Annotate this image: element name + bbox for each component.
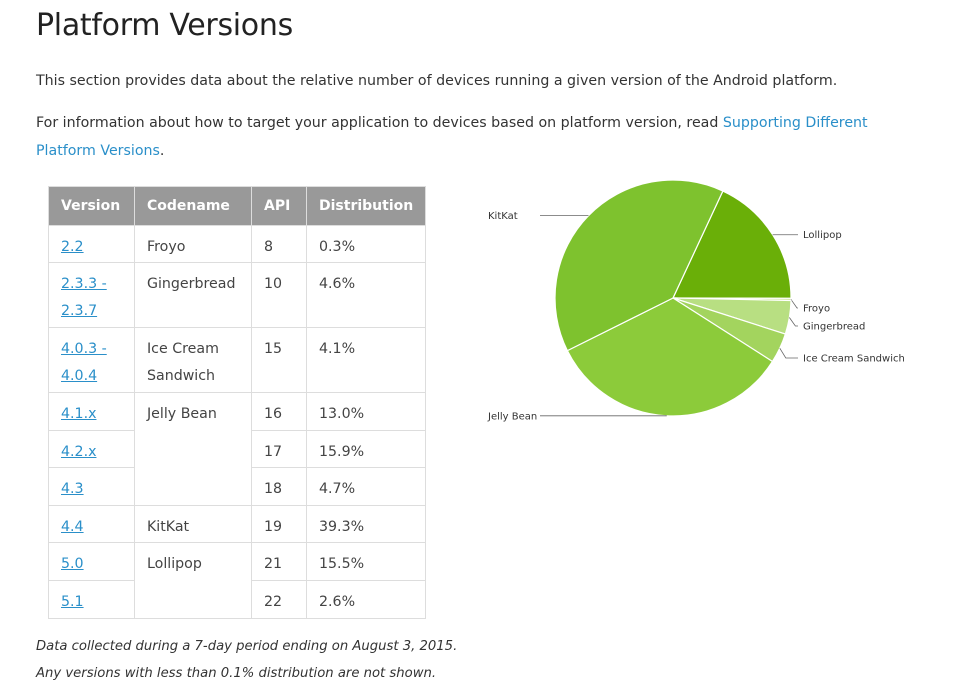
table-header-row: Version Codename API Distribution	[48, 186, 427, 226]
api-cell: 10	[251, 262, 307, 328]
version-link[interactable]: 2.2	[61, 239, 84, 255]
version-link[interactable]: 4.4	[61, 519, 84, 535]
pie-label-gingerbread: Gingerbread	[803, 322, 865, 333]
pie-label-kitkat: KitKat	[488, 211, 518, 222]
info-text: For information about how to target your…	[36, 109, 896, 165]
api-cell: 19	[251, 505, 307, 543]
distribution-cell: 2.6%	[305, 580, 427, 619]
distribution-cell: 4.7%	[305, 467, 427, 506]
pie-label-lollipop: Lollipop	[803, 230, 842, 241]
version-link[interactable]: 4.1.x	[61, 406, 97, 422]
info-suffix: .	[159, 143, 165, 159]
api-cell: 16	[251, 392, 307, 431]
pie-leader-line	[779, 347, 798, 359]
table-row: 5.0 Lollipop 21 15.5%	[48, 542, 427, 619]
codename-cell: Gingerbread	[134, 262, 252, 328]
pie-slice-lollipop	[672, 190, 792, 299]
table-row: 4.0.3 - 4.0.4 Ice Cream Sandwich 15 4.1%	[48, 327, 427, 393]
pie-leader-line	[790, 299, 798, 309]
table-row: 4.2.x 17 15.9%	[48, 430, 427, 468]
distribution-cell: 15.9%	[305, 430, 427, 468]
version-cell: 2.3.3 - 2.3.7	[48, 262, 135, 328]
versions-table: Version Codename API Distribution 2.2 Fr…	[48, 186, 427, 619]
version-cell: 4.2.x	[48, 430, 135, 468]
table-row: 2.3.3 - 2.3.7 Gingerbread 10 4.6%	[48, 262, 427, 328]
api-cell: 15	[251, 327, 307, 393]
distribution-cell: 4.1%	[305, 327, 427, 393]
version-cell: 5.0	[48, 542, 135, 581]
distribution-cell: 13.0%	[305, 392, 427, 431]
header-codename: Codename	[134, 186, 252, 226]
footnote-threshold: Any versions with less than 0.1% distrib…	[36, 666, 437, 681]
version-cell: 4.0.3 - 4.0.4	[48, 327, 135, 393]
table-row: 4.1.x Jelly Bean 16 13.0%	[48, 392, 427, 506]
footnote-date: Data collected during a 7-day period end…	[36, 639, 458, 654]
version-cell: 5.1	[48, 580, 135, 619]
pie-label-ice-cream-sandwich: Ice Cream Sandwich	[803, 354, 905, 365]
pie-label-jelly-bean: Jelly Bean	[487, 411, 537, 422]
version-cell: 4.1.x	[48, 392, 135, 431]
version-link[interactable]: 2.3.3 - 2.3.7	[61, 276, 107, 319]
codename-cell: Froyo	[134, 225, 252, 263]
version-link[interactable]: 4.2.x	[61, 444, 97, 460]
distribution-cell: 39.3%	[305, 505, 427, 543]
table-row: 4.3 18 4.7%	[48, 467, 427, 506]
codename-cell: Jelly Bean	[134, 392, 252, 506]
pie-leader-line	[789, 317, 798, 327]
pie-label-froyo: Froyo	[803, 304, 830, 315]
header-version: Version	[48, 186, 135, 226]
codename-cell: Lollipop	[134, 542, 252, 619]
header-distribution: Distribution	[305, 186, 427, 226]
distribution-pie-chart: Lollipop Froyo Gingerbread Ice Cream Sandwi…	[487, 180, 905, 422]
version-cell: 2.2	[48, 225, 135, 263]
table-row: 5.1 22 2.6%	[48, 580, 427, 619]
api-cell: 21	[251, 542, 307, 581]
version-cell: 4.3	[48, 467, 135, 506]
codename-cell: KitKat	[134, 505, 252, 543]
version-link[interactable]: 4.3	[61, 481, 84, 497]
version-link[interactable]: 4.0.3 - 4.0.4	[61, 341, 107, 384]
distribution-cell: 4.6%	[305, 262, 427, 328]
page-title: Platform Versions	[36, 8, 293, 43]
header-api: API	[251, 186, 307, 226]
version-link[interactable]: 5.0	[61, 556, 84, 572]
distribution-cell: 0.3%	[305, 225, 427, 263]
info-prefix: For information about how to target your…	[36, 115, 723, 131]
api-cell: 17	[251, 430, 307, 468]
api-cell: 22	[251, 580, 307, 619]
pie-slice-kitkat	[554, 180, 724, 352]
codename-cell: Ice Cream Sandwich	[134, 327, 252, 393]
version-cell: 4.4	[48, 505, 135, 543]
api-cell: 8	[251, 225, 307, 263]
intro-text: This section provides data about the rel…	[36, 73, 838, 89]
distribution-cell: 15.5%	[305, 542, 427, 581]
table-row: 4.4 KitKat 19 39.3%	[48, 505, 427, 543]
api-cell: 18	[251, 467, 307, 506]
table-row: 2.2 Froyo 8 0.3%	[48, 225, 427, 263]
supporting-versions-link[interactable]: Supporting Different Platform Versions	[36, 115, 868, 159]
version-link[interactable]: 5.1	[61, 594, 84, 610]
